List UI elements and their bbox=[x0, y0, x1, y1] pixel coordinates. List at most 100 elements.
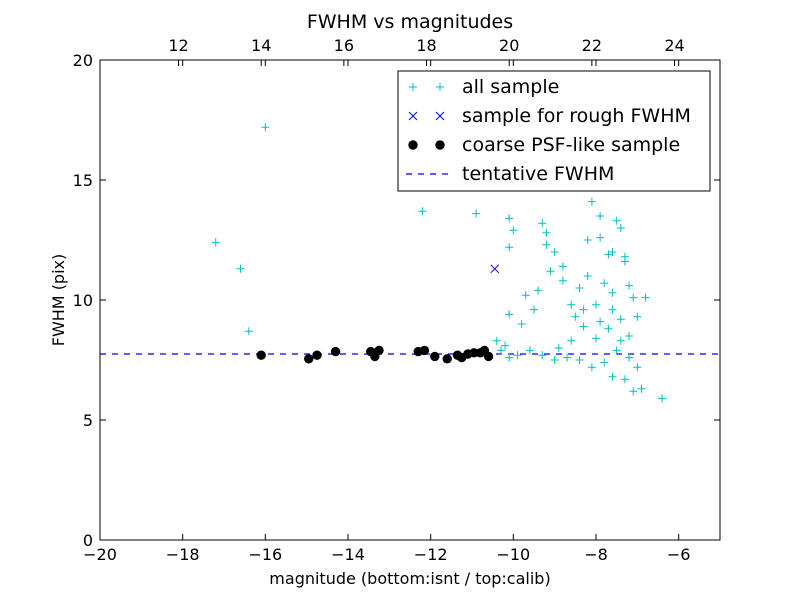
psf-point bbox=[256, 350, 266, 360]
sample-point bbox=[625, 281, 634, 290]
sample-point bbox=[558, 262, 567, 271]
sample-point bbox=[567, 300, 576, 309]
x-axis-label: magnitude (bottom:isnt / top:calib) bbox=[269, 569, 550, 588]
sample-point bbox=[604, 250, 613, 259]
psf-point bbox=[419, 345, 430, 356]
y-tick-label: 5 bbox=[83, 411, 93, 430]
legend-marker bbox=[435, 111, 445, 121]
psf-point bbox=[452, 350, 463, 360]
sample-point bbox=[604, 324, 613, 333]
psf-point bbox=[442, 354, 452, 364]
y-tick-label: 20 bbox=[73, 51, 93, 70]
sample-point bbox=[583, 236, 592, 244]
x-tick-label: −8 bbox=[584, 545, 608, 564]
legend-marker bbox=[409, 83, 417, 91]
series-rough-fwhm-sample bbox=[490, 264, 500, 274]
sample-point bbox=[579, 305, 588, 314]
sample-point bbox=[505, 214, 514, 223]
sample-point bbox=[525, 346, 534, 355]
x-tick-label: −6 bbox=[667, 545, 691, 564]
sample-point bbox=[505, 310, 514, 319]
sample-point bbox=[625, 332, 634, 340]
x-tick-label: −16 bbox=[248, 545, 282, 564]
sample-point bbox=[505, 243, 514, 252]
data-layer bbox=[100, 108, 720, 403]
psf-point bbox=[430, 351, 440, 362]
sample-point bbox=[592, 300, 600, 309]
top-tick-label: 22 bbox=[582, 36, 602, 55]
sample-point bbox=[236, 264, 245, 273]
series-psf-like-sample bbox=[256, 345, 494, 364]
y-tick-label: 15 bbox=[73, 171, 93, 190]
sample-point bbox=[571, 312, 580, 321]
legend-label-psf-like: coarse PSF-like sample bbox=[462, 134, 680, 156]
sample-point bbox=[492, 336, 501, 345]
sample-point bbox=[620, 375, 629, 384]
sample-point bbox=[620, 257, 629, 266]
sample-point bbox=[608, 305, 617, 314]
sample-point bbox=[587, 363, 596, 372]
sample-point bbox=[496, 346, 505, 355]
top-tick-label: 12 bbox=[168, 36, 188, 55]
sample-point bbox=[550, 356, 559, 364]
psf-point bbox=[304, 354, 314, 364]
top-tick-label: 24 bbox=[664, 36, 684, 55]
sample-point bbox=[596, 317, 605, 326]
sample-point bbox=[530, 305, 538, 314]
legend: all sample sample for rough FWHM coarse … bbox=[397, 70, 711, 192]
sample-point bbox=[501, 341, 510, 350]
sample-point bbox=[658, 394, 667, 403]
sample-point bbox=[616, 224, 625, 232]
sample-point bbox=[579, 322, 588, 331]
legend-label-tentative-fwhm: tentative FWHM bbox=[462, 163, 614, 185]
legend-box bbox=[397, 70, 711, 192]
top-tick-label: 14 bbox=[251, 36, 271, 55]
sample-point bbox=[583, 272, 592, 280]
sample-point bbox=[261, 123, 270, 132]
bottom-axis: −20 −18 −16 −14 −12 −10 −8 −6 bbox=[83, 60, 690, 564]
y-tick-label: 0 bbox=[83, 531, 93, 550]
sample-point bbox=[596, 212, 605, 220]
sample-point bbox=[558, 276, 567, 285]
legend-marker bbox=[408, 140, 418, 150]
sample-point bbox=[596, 233, 605, 242]
sample-point bbox=[472, 209, 481, 218]
legend-marker bbox=[436, 83, 444, 91]
sample-point bbox=[538, 351, 547, 360]
sample-point bbox=[244, 327, 253, 336]
legend-label-all-sample: all sample bbox=[462, 76, 559, 98]
x-tick-label: −20 bbox=[83, 545, 117, 564]
sample-point bbox=[521, 291, 530, 300]
x-tick-label: −10 bbox=[496, 545, 530, 564]
sample-point bbox=[608, 248, 617, 256]
top-axis: 12 14 16 18 20 22 24 bbox=[168, 36, 685, 66]
psf-point bbox=[374, 345, 384, 356]
sample-point bbox=[418, 207, 427, 216]
sample-point bbox=[563, 353, 572, 362]
sample-point bbox=[629, 293, 638, 302]
sample-point bbox=[629, 387, 638, 396]
sample-point bbox=[567, 336, 576, 345]
x-tick-label: −14 bbox=[331, 545, 365, 564]
sample-point bbox=[600, 358, 609, 367]
top-tick-label: 16 bbox=[334, 36, 354, 55]
sample-point bbox=[633, 363, 642, 372]
sample-point bbox=[542, 228, 551, 237]
sample-point bbox=[509, 226, 518, 235]
sample-point bbox=[538, 219, 547, 228]
sample-point bbox=[641, 293, 650, 302]
chart-title: FWHM vs magnitudes bbox=[307, 11, 513, 33]
x-tick-label: −12 bbox=[414, 545, 448, 564]
sample-point bbox=[575, 284, 584, 292]
sample-point bbox=[517, 320, 526, 328]
sample-point bbox=[592, 334, 600, 343]
sample-point bbox=[612, 216, 621, 225]
top-tick-label: 20 bbox=[499, 36, 519, 55]
sample-point bbox=[550, 248, 559, 256]
sample-point bbox=[534, 286, 543, 295]
legend-marker bbox=[435, 140, 445, 150]
sample-point bbox=[612, 346, 621, 355]
left-axis: 0 5 10 15 20 bbox=[73, 51, 720, 550]
sample-point bbox=[575, 356, 584, 364]
